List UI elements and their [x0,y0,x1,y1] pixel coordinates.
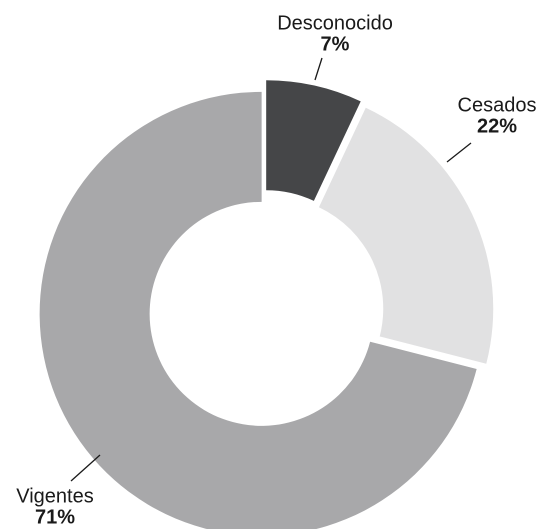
slice-value-label: 71% [35,506,75,528]
leader-line [314,57,323,81]
leader-line [70,454,101,482]
donut-slice [39,91,477,529]
donut-slice [266,80,361,201]
leader-line [446,142,472,163]
slice-label: Desconocido [277,12,393,34]
slice-value-label: 7% [321,33,350,55]
slice-value-label: 22% [477,115,517,137]
slice-label: Vigentes [16,485,93,507]
slice-label: Cesados [458,94,537,116]
donut-slice [318,107,494,364]
